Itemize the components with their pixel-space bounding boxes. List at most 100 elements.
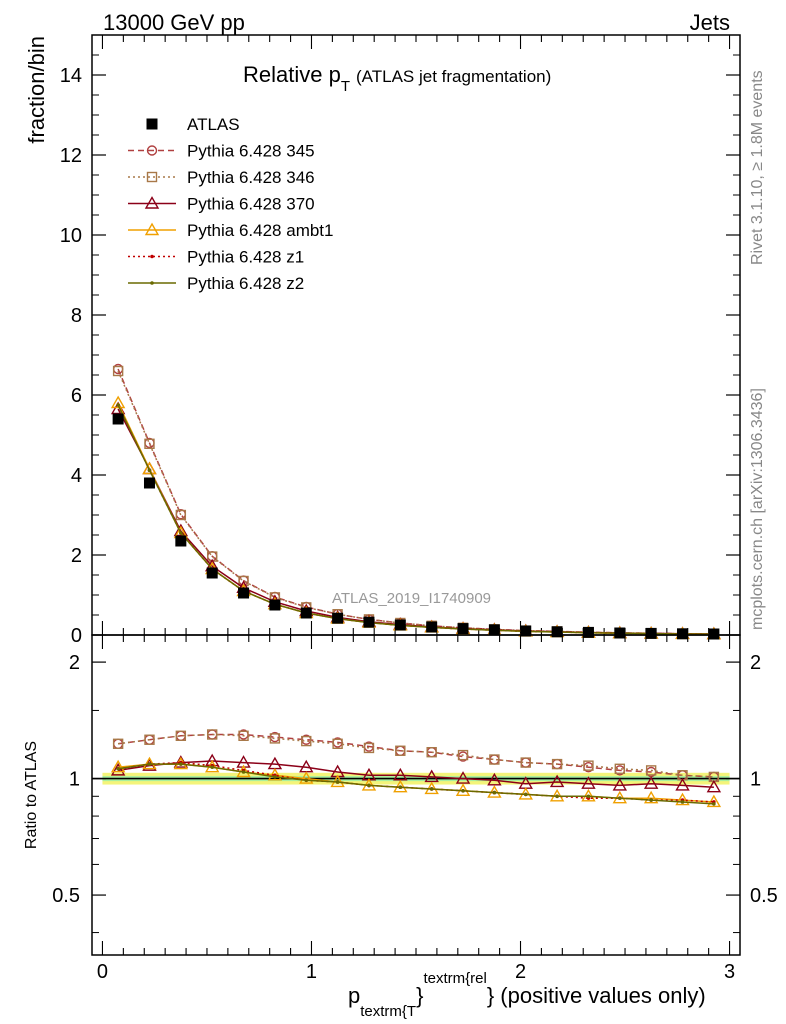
legend-item-pythia-6-428-z1: Pythia 6.428 z1 [128, 248, 304, 267]
main-title-rest: (ATLAS jet fragmentation) [356, 67, 551, 86]
point-pythia-6-428-370-0 [110, 762, 126, 776]
main-axis-ticks: 0 2 4 6 8 10 12 14 [60, 34, 740, 647]
point-atlas-15 [582, 626, 594, 638]
point-pythia-6-428-346-11 [457, 749, 469, 761]
point-pythia-6-428-z2-1 [147, 762, 152, 766]
ytick-label: 10 [60, 225, 82, 247]
series-pythia-6-428-z2-ratio [116, 762, 716, 806]
point-atlas-8 [363, 616, 375, 628]
main-title: Relative pT (ATLAS jet fragmentation) [243, 62, 551, 95]
ratio-ytick-label-right: 1 [750, 769, 761, 791]
ratio-axis-ticks: 0.5 0.5 1 1 2 2 0 1 2 3 [52, 635, 778, 983]
point-pythia-6-428-346-4 [238, 730, 249, 741]
point-pythia-6-428-346-1 [144, 734, 155, 745]
point-pythia-6-428-346-3 [206, 729, 218, 740]
ytick-label: 2 [71, 545, 82, 567]
xlabel-p: p [348, 983, 360, 1008]
point-atlas-14 [551, 626, 563, 638]
watermark: ATLAS_2019_I1740909 [332, 590, 491, 607]
legend: ATLAS Pythia 6.428 345 Pythia 6.428 346 Pyt… [128, 115, 333, 293]
legend-marker-pythia-6-428-ambt1 [144, 222, 160, 236]
point-atlas-6 [300, 607, 312, 619]
point-pythia-6-428-z2-7 [335, 780, 340, 784]
series-atlas [112, 413, 720, 640]
rivet-label: Rivet 3.1.10, ≥ 1.8M events [749, 70, 766, 265]
ratio-ytick-label-right: 2 [750, 652, 761, 674]
point-pythia-6-428-346-8 [363, 742, 375, 754]
point-pythia-6-428-370-17 [643, 776, 659, 789]
point-pythia-6-428-346-6 [301, 735, 312, 747]
point-pythia-6-428-z2-2 [179, 762, 183, 766]
point-pythia-6-428-z2-2 [179, 531, 183, 535]
legend-marker-pythia-6-428-345 [146, 145, 158, 156]
legend-item-pythia-6-428-ambt1: Pythia 6.428 ambt1 [128, 221, 333, 240]
xtick-label: 2 [515, 961, 526, 983]
point-pythia-6-428-346-2 [175, 730, 187, 741]
point-atlas-10 [426, 621, 438, 633]
point-pythia-6-428-z2-6 [304, 778, 309, 783]
ytick-label: 12 [60, 145, 82, 167]
xlabel-brace: } [416, 983, 423, 1008]
point-pythia-6-428-370-14 [549, 774, 565, 788]
point-pythia-6-428-z2-11 [461, 788, 465, 793]
point-atlas-17 [645, 627, 657, 639]
header-right: Jets [690, 10, 730, 35]
point-pythia-6-428-ambt1-0 [110, 759, 126, 773]
xlabel-rest: } (positive values only) [487, 983, 706, 1008]
point-pythia-6-428-ambt1-6 [299, 771, 314, 784]
point-pythia-6-428-346-14 [551, 758, 563, 770]
point-pythia-6-428-z2-13 [523, 792, 528, 797]
xtick-label: 0 [97, 961, 108, 983]
point-pythia-6-428-346-5 [269, 733, 281, 744]
legend-label-pythia-6-428-345: Pythia 6.428 345 [187, 142, 315, 161]
point-pythia-6-428-346-13 [520, 757, 531, 768]
point-pythia-6-428-346-10 [426, 746, 437, 758]
series-line-pythia-6-428-370 [117, 760, 714, 788]
point-pythia-6-428-ambt1-1 [142, 461, 157, 475]
header-left: 13000 GeV pp [103, 10, 245, 35]
point-pythia-6-428-346-15 [583, 760, 594, 771]
point-pythia-6-428-370-12 [487, 772, 502, 786]
xlabel-sup: textrm{rel [423, 970, 486, 987]
ratio-ytick-label: 2 [69, 652, 80, 674]
ratio-frame [91, 634, 741, 956]
point-atlas-1 [143, 477, 155, 489]
xlabel-sub: textrm{T [360, 1003, 416, 1020]
point-pythia-6-428-346-2 [175, 509, 187, 521]
point-atlas-19 [708, 628, 720, 640]
main-title-sub: T [341, 78, 350, 95]
point-atlas-12 [488, 624, 500, 636]
point-atlas-3 [206, 567, 218, 579]
ratio-panel: 0.5 0.5 1 1 2 2 0 1 2 3 Ratio to ATLAS ptextrm{T}… [23, 634, 778, 1020]
point-pythia-6-428-370-15 [581, 776, 596, 789]
legend-label-pythia-6-428-346: Pythia 6.428 346 [187, 168, 315, 187]
ratio-bands [92, 772, 740, 785]
point-pythia-6-428-z2-3 [210, 765, 214, 770]
point-pythia-6-428-346-17 [645, 765, 657, 776]
point-pythia-6-428-z2-17 [649, 798, 653, 802]
legend-marker-pythia-6-428-370 [144, 196, 160, 209]
ytick-label: 4 [71, 465, 82, 487]
legend-item-pythia-6-428-346: Pythia 6.428 346 [128, 168, 315, 187]
point-pythia-6-428-370-2 [173, 755, 189, 768]
x-axis-label: ptextrm{T}textrm{rel} (positive values o… [348, 970, 706, 1020]
point-pythia-6-428-z2-8 [367, 783, 371, 788]
legend-marker-pythia-6-428-z2 [150, 281, 154, 285]
point-atlas-16 [614, 627, 626, 639]
legend-label-pythia-6-428-z1: Pythia 6.428 z1 [187, 248, 304, 267]
point-atlas-2 [175, 535, 187, 547]
point-atlas-9 [394, 619, 406, 631]
ytick-label: 6 [71, 385, 82, 407]
point-pythia-6-428-346-0 [112, 365, 124, 377]
point-pythia-6-428-346-12 [489, 754, 500, 765]
point-pythia-6-428-z2-0 [116, 766, 120, 771]
series-pythia-6-428-346-ratio [112, 729, 720, 783]
legend-item-atlas: ATLAS [146, 115, 240, 134]
ratio-series [110, 729, 722, 808]
ytick-label: 8 [71, 305, 82, 327]
point-pythia-6-428-346-9 [395, 745, 406, 756]
point-pythia-6-428-346-1 [144, 438, 155, 449]
legend-marker-pythia-6-428-z1 [150, 254, 154, 259]
point-pythia-6-428-370-10 [424, 769, 439, 783]
